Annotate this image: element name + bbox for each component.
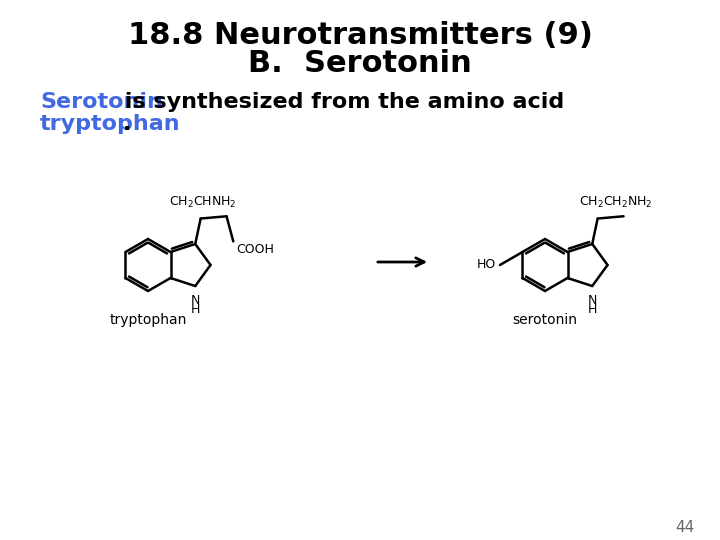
Text: is synthesized from the amino acid: is synthesized from the amino acid xyxy=(117,92,564,112)
Text: B.  Serotonin: B. Serotonin xyxy=(248,50,472,78)
Text: tryptophan: tryptophan xyxy=(109,313,186,327)
Text: Serotonin: Serotonin xyxy=(40,92,163,112)
Text: serotonin: serotonin xyxy=(513,313,577,327)
Text: H: H xyxy=(191,303,200,316)
Text: 18.8 Neurotransmitters (9): 18.8 Neurotransmitters (9) xyxy=(127,21,593,50)
Text: HO: HO xyxy=(477,259,496,272)
Text: COOH: COOH xyxy=(236,244,274,256)
Text: tryptophan: tryptophan xyxy=(40,114,181,134)
Text: CH$_2$CHNH$_2$: CH$_2$CHNH$_2$ xyxy=(169,194,236,210)
Text: 44: 44 xyxy=(676,521,695,536)
Text: N: N xyxy=(191,294,200,307)
Text: .: . xyxy=(123,114,131,134)
Text: N: N xyxy=(588,294,597,307)
Text: H: H xyxy=(588,303,597,316)
Text: CH$_2$CH$_2$NH$_2$: CH$_2$CH$_2$NH$_2$ xyxy=(579,194,652,210)
